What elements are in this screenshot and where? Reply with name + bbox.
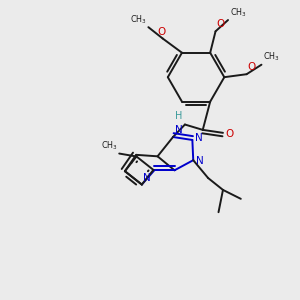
Text: O: O: [157, 27, 166, 37]
Text: CH$_3$: CH$_3$: [263, 51, 280, 63]
Text: O: O: [248, 62, 256, 72]
Text: O: O: [216, 19, 224, 29]
Text: H: H: [175, 111, 182, 121]
Text: CH$_3$: CH$_3$: [230, 6, 246, 19]
Text: CH$_3$: CH$_3$: [101, 140, 118, 152]
Text: CH$_3$: CH$_3$: [130, 13, 147, 26]
Text: N: N: [196, 156, 204, 166]
Text: O: O: [225, 129, 233, 139]
Text: N: N: [143, 173, 151, 183]
Text: N: N: [175, 125, 182, 135]
Text: N: N: [195, 133, 203, 142]
